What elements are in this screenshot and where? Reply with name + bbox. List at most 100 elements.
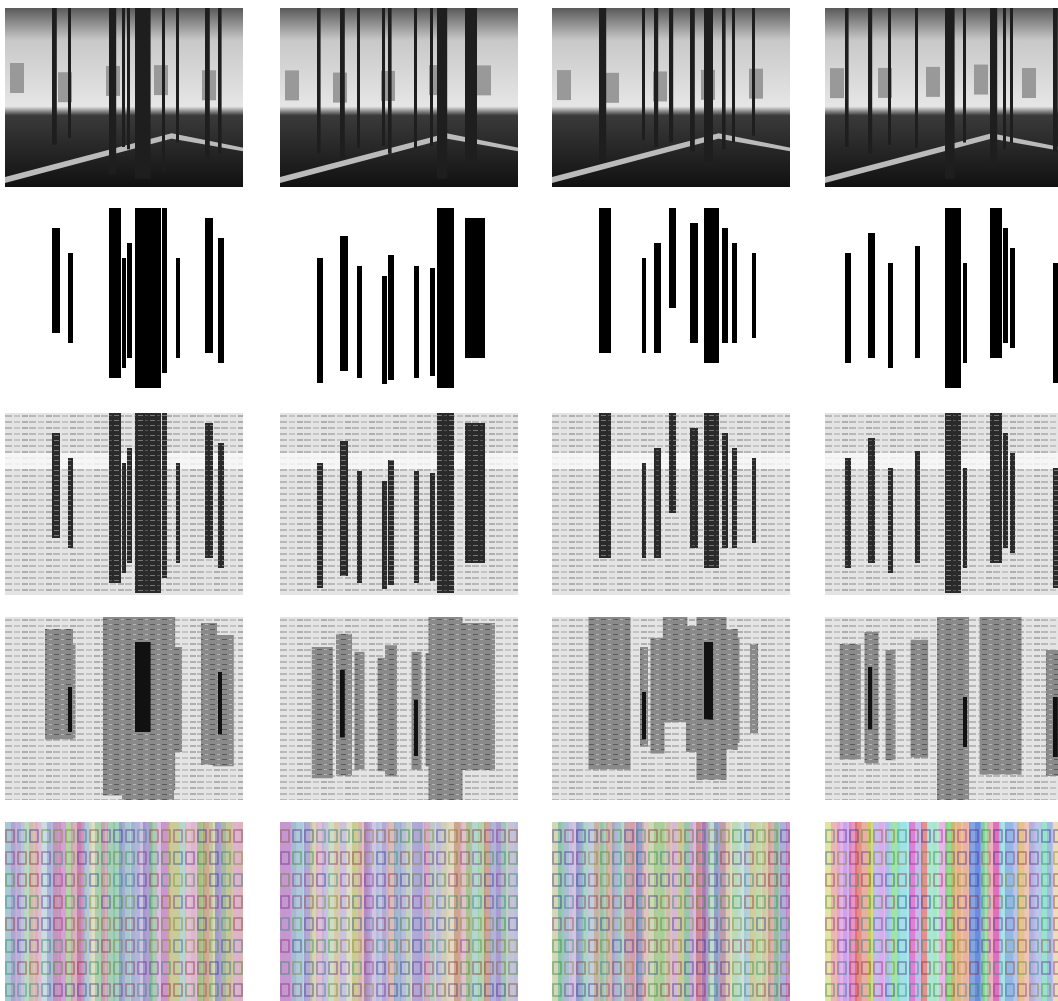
- glyph: [612, 983, 622, 997]
- glyph: [316, 851, 326, 865]
- glyph: [101, 917, 111, 931]
- glyph: [825, 961, 835, 975]
- glyph: [1053, 961, 1058, 975]
- glyph: [460, 961, 470, 975]
- bar: [990, 413, 1002, 563]
- glyph: [280, 939, 290, 953]
- stripe: [702, 822, 710, 1001]
- bar: [690, 428, 698, 548]
- glyph: [648, 939, 658, 953]
- glyph: [221, 917, 231, 931]
- glyph: [137, 983, 147, 997]
- glyph: [1041, 851, 1051, 865]
- glyph: [89, 851, 99, 865]
- bar: [388, 255, 394, 380]
- stripe: [340, 822, 348, 1001]
- glyph: [768, 873, 778, 887]
- glyph: [436, 939, 446, 953]
- stripe: [185, 822, 197, 1001]
- glyph: [576, 829, 586, 843]
- stripe: [47, 822, 59, 1001]
- glyph: [17, 917, 27, 931]
- glyph: [576, 961, 586, 975]
- stripe: [352, 822, 362, 1001]
- glyph: [484, 873, 494, 887]
- pillar: [915, 8, 918, 148]
- glyph: [233, 983, 243, 997]
- glyph: [696, 873, 706, 887]
- glyph: [921, 851, 931, 865]
- artwork: [1022, 67, 1036, 98]
- bar: [465, 218, 485, 358]
- band: [825, 453, 1058, 469]
- bar: [218, 238, 224, 363]
- glyph: [376, 873, 386, 887]
- bar: [317, 258, 323, 383]
- glyph: [1005, 917, 1015, 931]
- pillar: [963, 8, 966, 143]
- glyph: [648, 961, 658, 975]
- glyph: [316, 873, 326, 887]
- glyph: [340, 983, 350, 997]
- glyph: [352, 917, 362, 931]
- glyph: [364, 851, 374, 865]
- stripe: [630, 822, 639, 1001]
- glyph: [352, 895, 362, 909]
- glyph: [292, 939, 302, 953]
- stripe: [53, 822, 62, 1001]
- glyph: [897, 873, 907, 887]
- pillar: [1053, 8, 1058, 152]
- pillar: [654, 8, 659, 147]
- artwork: [557, 70, 571, 101]
- stripe: [993, 822, 1001, 1001]
- glyph: [376, 983, 386, 997]
- stripe: [861, 822, 872, 1001]
- bar: [109, 208, 121, 378]
- glyph: [77, 829, 87, 843]
- glyph: [885, 983, 895, 997]
- stripe: [424, 822, 435, 1001]
- glyph: [5, 851, 15, 865]
- stripe: [744, 822, 751, 1001]
- glyph: [897, 895, 907, 909]
- glyph: [233, 939, 243, 953]
- glyph: [209, 983, 219, 997]
- glyph: [376, 961, 386, 975]
- glyph: [945, 939, 955, 953]
- glyph: [696, 829, 706, 843]
- glyph: [837, 895, 847, 909]
- glyph: [197, 829, 207, 843]
- glyph: [388, 961, 398, 975]
- bar: [176, 258, 180, 358]
- glyph: [316, 829, 326, 843]
- glyph: [508, 917, 518, 931]
- stripe: [292, 822, 304, 1001]
- stripe: [909, 822, 916, 1001]
- glyph: [185, 939, 195, 953]
- glyph: [981, 851, 991, 865]
- glyph: [29, 917, 39, 931]
- glyph: [957, 939, 967, 953]
- glyph: [89, 939, 99, 953]
- bar: [52, 228, 60, 333]
- pillar: [732, 8, 735, 143]
- glyph: [897, 939, 907, 953]
- glyph: [897, 917, 907, 931]
- glyph: [1041, 873, 1051, 887]
- pillar: [205, 8, 210, 159]
- glyph: [41, 983, 51, 997]
- stripe: [161, 822, 170, 1001]
- bar: [430, 473, 435, 581]
- glyph: [496, 873, 506, 887]
- glyph: [29, 939, 39, 953]
- glyph: [624, 939, 634, 953]
- stripe: [672, 822, 679, 1001]
- image-panel: [825, 822, 1058, 1001]
- glyph: [993, 895, 1003, 909]
- glyph: [41, 917, 51, 931]
- glyph: [316, 917, 326, 931]
- glyph: [484, 895, 494, 909]
- artwork: [830, 68, 844, 99]
- glyph: [472, 983, 482, 997]
- glyph: [684, 873, 694, 887]
